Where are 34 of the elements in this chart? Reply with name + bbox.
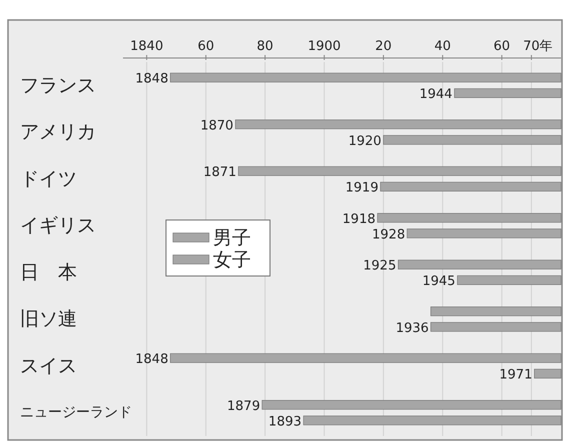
annotation: 1893 <box>268 414 302 430</box>
x-tick-label: 1840 <box>130 39 164 54</box>
x-tick-label: 80 <box>256 39 274 54</box>
legend-label: 女子 <box>213 249 251 271</box>
annotation: 1848 <box>135 72 168 87</box>
y-tick-label: ニュージーランド <box>20 404 132 421</box>
annotation: 1918 <box>342 212 376 227</box>
y-tick-label: スイス <box>20 354 77 377</box>
y-tick-label: ドイツ <box>20 168 77 190</box>
x-tick-label: 20 <box>375 39 392 54</box>
annotation: 1848 <box>135 352 168 368</box>
x-tick-label: 60 <box>198 39 214 54</box>
annotation: 1919 <box>345 180 378 196</box>
annotation: 1928 <box>372 227 406 242</box>
x-tick-label: 1900 <box>308 39 341 54</box>
annotation: 1879 <box>227 398 260 414</box>
y-tick-label: フランス <box>20 74 96 96</box>
x-axis-title: 年 <box>539 39 552 54</box>
legend-label: 男子 <box>213 227 251 249</box>
annotation: 1971 <box>499 368 532 383</box>
annotation: 1945 <box>422 274 456 290</box>
annotation: 1925 <box>363 258 396 274</box>
annotation: 1870 <box>200 118 234 134</box>
annotation: 1871 <box>203 165 236 180</box>
y-tick-label: 旧ソ連 <box>20 308 77 330</box>
x-tick-label: 60 <box>494 39 510 54</box>
y-tick-label: イギリス <box>20 214 96 237</box>
x-tick-label: 70 <box>523 39 540 54</box>
annotation: 1936 <box>396 320 429 336</box>
y-tick-label: アメリカ <box>20 121 96 144</box>
annotation: 1944 <box>419 87 452 102</box>
annotation: 1920 <box>348 134 382 149</box>
x-tick-label: 40 <box>434 39 451 54</box>
y-tick-label: 日 本 <box>20 261 77 284</box>
